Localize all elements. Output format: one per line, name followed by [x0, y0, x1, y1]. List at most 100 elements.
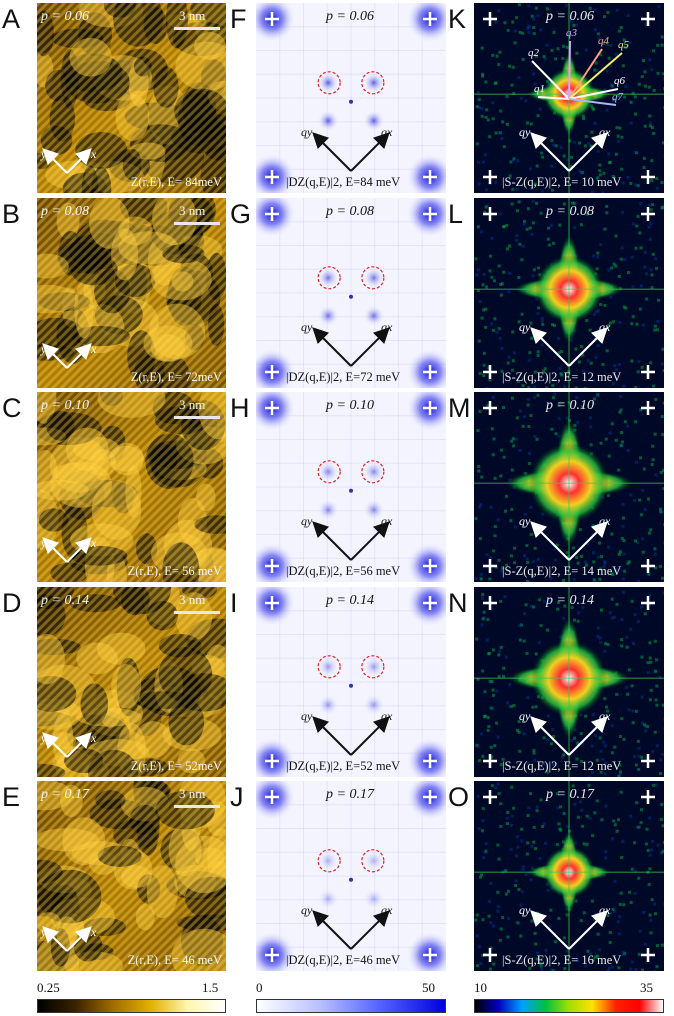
spin-noise: [557, 600, 561, 604]
spin-noise: [604, 642, 608, 646]
bragg-cross: [265, 207, 279, 221]
spin-noise: [596, 555, 600, 559]
doping-label: p = 0.17: [41, 787, 89, 802]
spin-noise: [644, 729, 648, 733]
spin-noise: [572, 201, 576, 205]
spin-noise: [483, 210, 487, 214]
spin-noise: [594, 356, 598, 360]
spin-noise: [477, 97, 481, 101]
spin-noise: [655, 176, 659, 180]
spin-noise: [640, 365, 644, 369]
spin-noise: [480, 230, 484, 234]
spin-noise: [640, 537, 644, 541]
spin-noise: [500, 346, 504, 350]
spin-noise: [592, 108, 596, 112]
spin-noise: [610, 597, 614, 601]
spin-noise: [593, 121, 597, 125]
spin-noise: [510, 439, 514, 443]
spin-noise: [661, 752, 664, 756]
spin-noise: [661, 824, 664, 828]
q-vector-arrow: [531, 60, 570, 100]
spin-noise: [552, 143, 556, 147]
spin-noise: [518, 242, 522, 246]
spin-noise: [485, 108, 489, 112]
spin-noise: [532, 749, 536, 753]
bragg-peak: [256, 931, 296, 971]
doping-label: p = 0.14: [41, 593, 89, 608]
panel-caption: |S-Z(q,E)|2, E= 10 meV: [502, 175, 622, 189]
spin-noise: [485, 387, 489, 388]
spin-noise: [503, 21, 507, 25]
spin-noise: [494, 131, 498, 135]
spin-noise: [550, 188, 554, 192]
x-axis-label: x: [91, 925, 97, 939]
spin-noise: [588, 952, 592, 956]
scale-label: 3 nm: [179, 786, 206, 801]
spin-noise: [662, 401, 664, 405]
spin-noise: [594, 61, 598, 65]
panel-letter: M: [448, 393, 471, 423]
spin-noise: [554, 558, 558, 562]
spin-axes-1-right-arrow: [568, 327, 608, 367]
spin-noise: [649, 528, 653, 532]
spin-noise: [622, 737, 626, 741]
panel-letter: J: [230, 782, 244, 812]
bragg-cross: [423, 12, 437, 26]
spin-noise: [519, 903, 523, 907]
spin-noise: [639, 821, 643, 825]
spin-noise: [474, 577, 478, 581]
spin-noise: [651, 252, 655, 256]
spin-noise: [551, 763, 555, 767]
spin-noise: [537, 306, 541, 310]
spin-noise: [503, 509, 507, 513]
spin-noise: [481, 160, 485, 164]
stm-axes-4-right-arrow: [66, 926, 92, 952]
spin-noise: [655, 186, 659, 190]
fft-axes-2-right-arrow: [350, 521, 390, 561]
q-vector-label: q5: [618, 39, 629, 51]
spin-noise: [590, 190, 594, 193]
spin-noise: [586, 359, 590, 363]
spin-noise: [642, 910, 646, 914]
spin-noise: [551, 969, 555, 971]
spin-noise: [513, 884, 517, 888]
doping-label: p = 0.10: [326, 398, 374, 413]
spin-noise: [622, 569, 626, 573]
y-axis-label: y: [41, 731, 47, 745]
spin-noise: [557, 417, 561, 421]
spin-noise: [618, 410, 622, 414]
bragg-cross: [641, 12, 655, 26]
spin-noise: [531, 221, 535, 225]
spin-noise: [501, 566, 505, 570]
bragg-cross: [265, 365, 279, 379]
spin-noise: [533, 435, 537, 439]
spin-noise: [541, 512, 545, 516]
spin-noise: [477, 469, 481, 473]
spin-noise: [629, 181, 633, 185]
spin-noise: [598, 169, 602, 173]
x-axis-label: x: [91, 147, 97, 161]
spin-noise: [649, 688, 653, 692]
spin-noise: [586, 949, 590, 953]
spin-noise: [489, 921, 493, 925]
spin-noise: [638, 929, 642, 933]
spin-noise: [545, 628, 549, 632]
spin-noise: [509, 160, 513, 164]
stm-panel: p = 0.17 Z(r,E), E= 46 meV x y 3 nm: [37, 781, 226, 971]
fft-colorbar: [256, 999, 446, 1013]
spin-noise: [519, 934, 523, 938]
spin-noise: [620, 644, 624, 648]
spin-noise: [534, 942, 538, 946]
spin-noise: [650, 159, 654, 163]
spin-noise: [656, 43, 660, 47]
spin-noise: [572, 23, 576, 27]
spin-noise: [496, 905, 500, 909]
spin-noise: [656, 843, 660, 847]
spin-noise: [554, 57, 558, 61]
spin-noise: [636, 370, 640, 374]
spin-noise: [505, 94, 509, 98]
spin-noise: [488, 135, 492, 139]
spin-noise: [580, 405, 584, 409]
spin-noise: [605, 204, 609, 208]
spin-axes-3-right-arrow: [568, 716, 608, 756]
